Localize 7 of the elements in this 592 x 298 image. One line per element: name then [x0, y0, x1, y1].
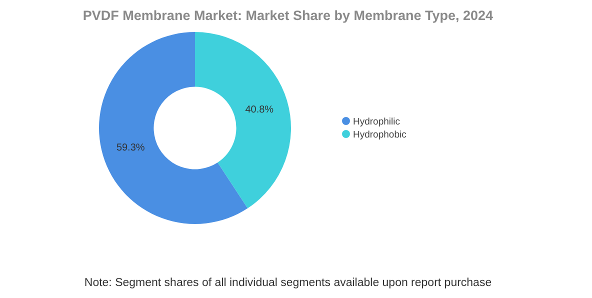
- data-label: 40.8%: [245, 104, 274, 116]
- legend-label: Hydrophilic: [353, 116, 400, 128]
- data-label: 59.3%: [116, 142, 145, 154]
- legend-label: Hydrophobic: [353, 129, 407, 140]
- donut-slice: [195, 32, 291, 208]
- text: Note: Segment shares of all individual segments available upon report purchase: [84, 277, 492, 289]
- chart-title: PVDF Membrane Market: Market Share by Membrane Type, 2024: [82, 8, 494, 23]
